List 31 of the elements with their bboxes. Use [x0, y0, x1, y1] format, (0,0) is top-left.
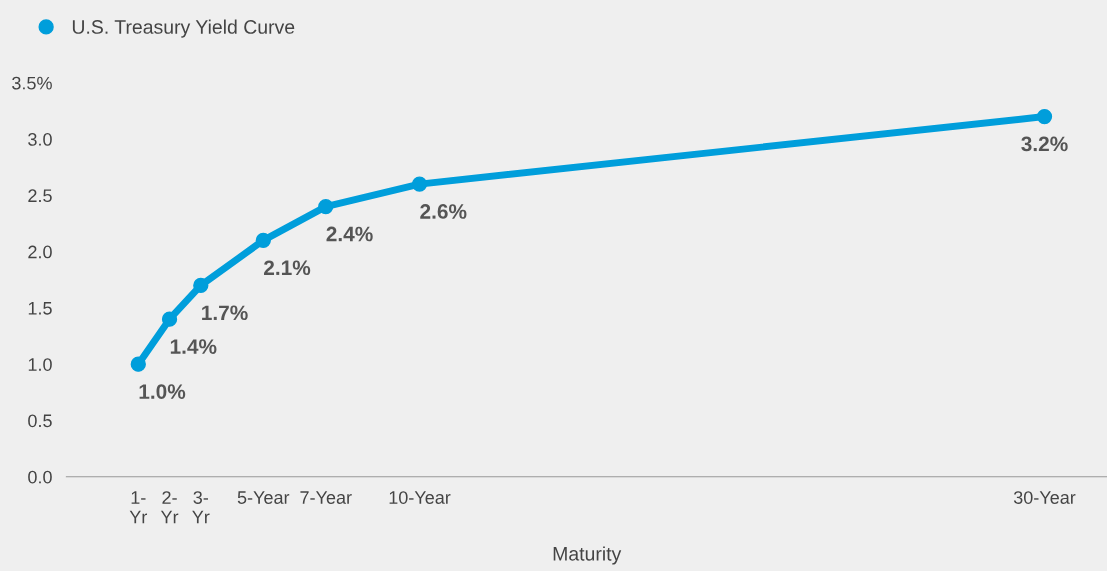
point — [193, 277, 209, 294]
data-label: 2.6% — [420, 204, 467, 219]
data-label: 1.4% — [170, 339, 217, 354]
x-tick-label: 1- Yr — [129, 491, 148, 524]
point — [255, 232, 271, 249]
data-label: 3.2% — [1021, 136, 1068, 152]
y-tick-label: 0.0 — [28, 470, 52, 484]
legend-label: U.S. Treasury Yield Curve — [72, 19, 295, 38]
point — [130, 356, 146, 372]
point — [161, 311, 178, 327]
point — [1036, 108, 1053, 125]
x-tick-label: 10-Year — [389, 491, 451, 504]
x-tick-label: 3- Yr — [192, 491, 210, 524]
x-tick-label: 2- Yr — [160, 491, 179, 524]
data-label: 2.1% — [264, 260, 311, 276]
y-tick-label: 1.0 — [28, 358, 52, 371]
y-tick-label: 1.5 — [28, 302, 52, 315]
y-tick-label: 0.5 — [28, 414, 52, 428]
data-label: 2.4% — [326, 226, 373, 242]
y-tick-label: 2.5 — [28, 189, 52, 203]
point — [411, 176, 428, 192]
data-label: 1.0% — [139, 384, 186, 399]
point — [318, 198, 334, 215]
y-tick-label: 2.0 — [28, 245, 52, 259]
y-tick-label: 3.0 — [28, 133, 52, 146]
x-tick-label: 30-Year — [1013, 491, 1076, 504]
x-tick-label: 7-Year — [300, 491, 352, 504]
y-tick-label: 3.5% — [12, 76, 52, 90]
data-label: 1.7% — [202, 305, 248, 321]
x-tick-label: 5-Year — [237, 491, 290, 504]
x-axis-title: Maturity — [553, 546, 622, 565]
